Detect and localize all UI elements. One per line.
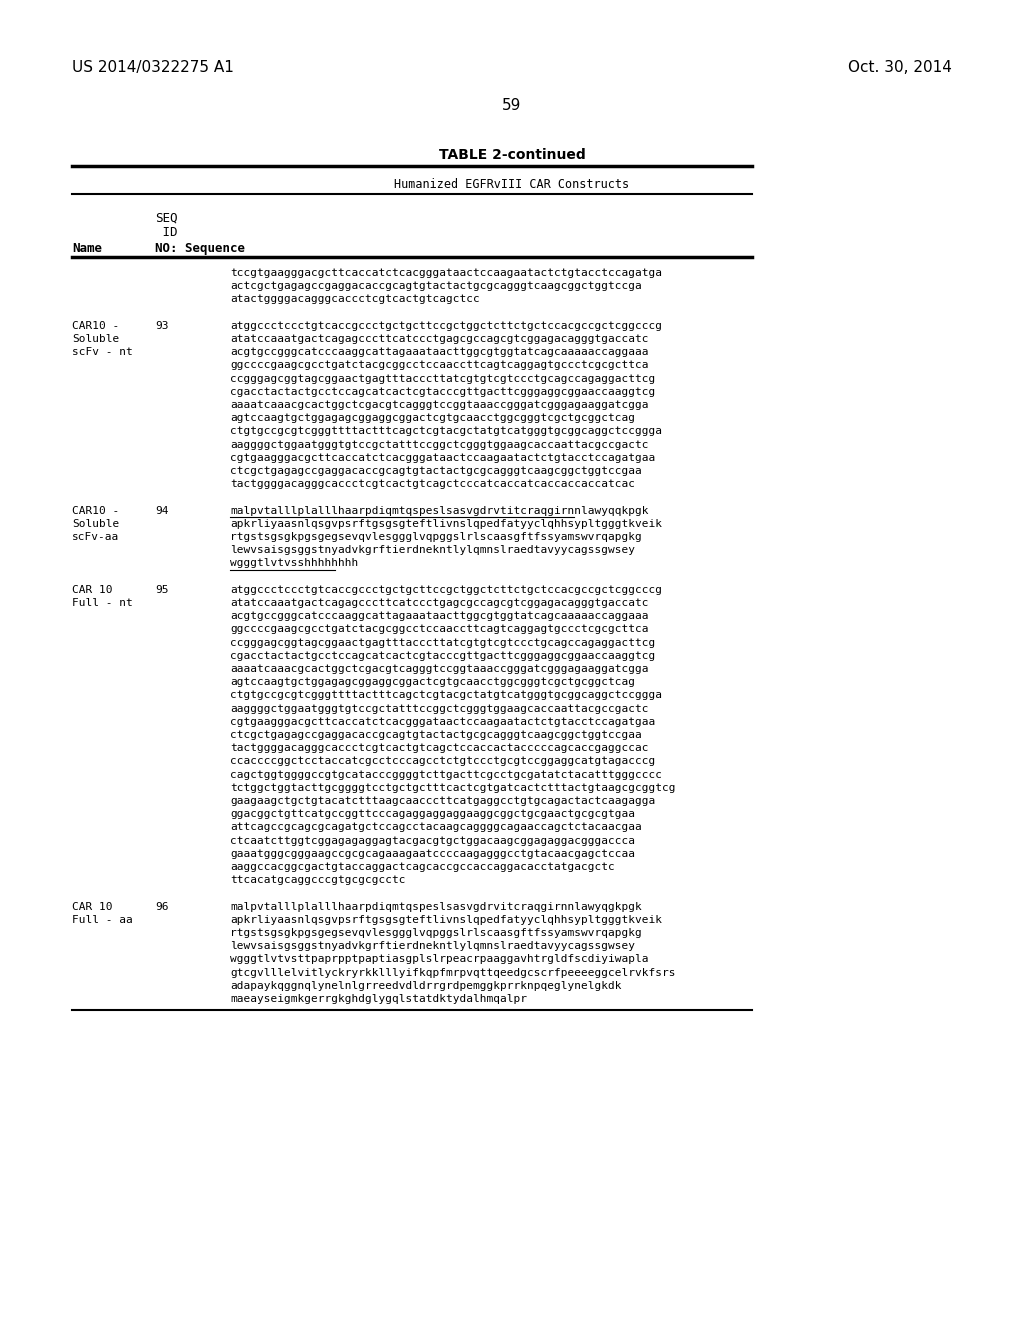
Text: Name: Name xyxy=(72,242,102,255)
Text: NO: Sequence: NO: Sequence xyxy=(155,242,245,255)
Text: CAR10 -: CAR10 - xyxy=(72,506,119,516)
Text: attcagccgcagcgcagatgctccagcctacaagcaggggcagaaccagctctacaacgaa: attcagccgcagcgcagatgctccagcctacaagcagggg… xyxy=(230,822,642,833)
Text: wgggtlvtvsshhhhhhhh: wgggtlvtvsshhhhhhhh xyxy=(230,558,358,569)
Text: aaaatcaaacgcactggctcgacgtcagggtccggtaaaccgggatcgggagaaggatcgga: aaaatcaaacgcactggctcgacgtcagggtccggtaaac… xyxy=(230,664,648,675)
Text: ctcgctgagagccgaggacaccgcagtgtactactgcgcagggtcaagcggctggtccgaa: ctcgctgagagccgaggacaccgcagtgtactactgcgca… xyxy=(230,466,642,477)
Text: ID: ID xyxy=(155,226,177,239)
Text: wgggtlvtvsttpaprpptpaptiasgplslrpeacrpaaggavhtrgldfscdiyiwapla: wgggtlvtvsttpaprpptpaptiasgplslrpeacrpaa… xyxy=(230,954,648,965)
Text: aaaatcaaacgcactggctcgacgtcagggtccggtaaaccgggatcgggagaaggatcgga: aaaatcaaacgcactggctcgacgtcagggtccggtaaac… xyxy=(230,400,648,411)
Text: tctggctggtacttgcggggtcctgctgctttcactcgtgatcactctttactgtaagcgcggtcg: tctggctggtacttgcggggtcctgctgctttcactcgtg… xyxy=(230,783,676,793)
Text: rtgstsgsgkpgsgegsevqvlesggglvqpggslrlscaasgftfssyamswvrqapgkg: rtgstsgsgkpgsgegsevqvlesggglvqpggslrlsca… xyxy=(230,928,642,939)
Text: actcgctgagagccgaggacaccgcagtgtactactgcgcagggtcaagcggctggtccga: actcgctgagagccgaggacaccgcagtgtactactgcgc… xyxy=(230,281,642,292)
Text: lewvsaisgsggstnyadvkgrftierdnekntlylqmnslraedtavyycagssgwsey: lewvsaisgsggstnyadvkgrftierdnekntlylqmns… xyxy=(230,545,635,556)
Text: aaggccacggcgactgtaccaggactcagcaccgccaccaggacacctatgacgctc: aaggccacggcgactgtaccaggactcagcaccgccacca… xyxy=(230,862,614,873)
Text: scFv - nt: scFv - nt xyxy=(72,347,133,358)
Text: ccaccccggctcctaccatcgcctcccagcctctgtccctgcgtccggaggcatgtagacccg: ccaccccggctcctaccatcgcctcccagcctctgtccct… xyxy=(230,756,655,767)
Text: atggccctccctgtcaccgccctgctgcttccgctggctcttctgctccacgccgctcggcccg: atggccctccctgtcaccgccctgctgcttccgctggctc… xyxy=(230,321,662,331)
Text: ctgtgccgcgtcgggttttactttcagctcgtacgctatgtcatgggtgcggcaggctccggga: ctgtgccgcgtcgggttttactttcagctcgtacgctatg… xyxy=(230,426,662,437)
Text: ttcacatgcaggcccgtgcgcgcctc: ttcacatgcaggcccgtgcgcgcctc xyxy=(230,875,406,886)
Text: 93: 93 xyxy=(155,321,169,331)
Text: rtgstsgsgkpgsgegsevqvlesggglvqpggslrlscaasgftfssyamswvrqapgkg: rtgstsgsgkpgsgegsevqvlesggglvqpggslrlsca… xyxy=(230,532,642,543)
Text: 95: 95 xyxy=(155,585,169,595)
Text: acgtgccgggcatcccaaggcattagaaataacttggcgtggtatcagcaaaaaccaggaaa: acgtgccgggcatcccaaggcattagaaataacttggcgt… xyxy=(230,347,648,358)
Text: 96: 96 xyxy=(155,902,169,912)
Text: aaggggctggaatgggtgtccgctatttccggctcgggtggaagcaccaattacgccgactc: aaggggctggaatgggtgtccgctatttccggctcgggtg… xyxy=(230,440,648,450)
Text: ggacggctgttcatgccggttcccagaggaggaggaaggcggctgcgaactgcgcgtgaa: ggacggctgttcatgccggttcccagaggaggaggaaggc… xyxy=(230,809,635,820)
Text: SEQ: SEQ xyxy=(155,213,177,224)
Text: malpvtalllplalllhaarpdiqmtqspeslsasvgdrvitcraqgirnnlawyqgkpgk: malpvtalllplalllhaarpdiqmtqspeslsasvgdrv… xyxy=(230,902,642,912)
Text: Full - nt: Full - nt xyxy=(72,598,133,609)
Text: tccgtgaagggacgcttcaccatctcacgggataactccaagaatactctgtacctccagatga: tccgtgaagggacgcttcaccatctcacgggataactcca… xyxy=(230,268,662,279)
Text: agtccaagtgctggagagcggaggcggactcgtgcaacctggcgggtcgctgcggctcag: agtccaagtgctggagagcggaggcggactcgtgcaacct… xyxy=(230,677,635,688)
Text: Soluble: Soluble xyxy=(72,519,119,529)
Text: ggccccgaagcgcctgatctacgcggcctccaaccttcagtcaggagtgccctcgcgcttca: ggccccgaagcgcctgatctacgcggcctccaaccttcag… xyxy=(230,624,648,635)
Text: lewvsaisgsggstnyadvkgrftierdnekntlylqmnslraedtavyycagssgwsey: lewvsaisgsggstnyadvkgrftierdnekntlylqmns… xyxy=(230,941,635,952)
Text: cgacctactactgcctccagcatcactcgtacccgttgacttcgggaggcggaaccaaggtcg: cgacctactactgcctccagcatcactcgtacccgttgac… xyxy=(230,387,655,397)
Text: ctcgctgagagccgaggacaccgcagtgtactactgcgcagggtcaagcggctggtccgaa: ctcgctgagagccgaggacaccgcagtgtactactgcgca… xyxy=(230,730,642,741)
Text: maeayseigmkgerrgkghdglygqlstatdktydalhmqalpr: maeayseigmkgerrgkghdglygqlstatdktydalhmq… xyxy=(230,994,527,1005)
Text: atatccaaatgactcagagcccttcatccctgagcgccagcgtcggagacagggtgaccatc: atatccaaatgactcagagcccttcatccctgagcgccag… xyxy=(230,334,648,345)
Text: agtccaagtgctggagagcggaggcggactcgtgcaacctggcgggtcgctgcggctcag: agtccaagtgctggagagcggaggcggactcgtgcaacct… xyxy=(230,413,635,424)
Text: CAR 10: CAR 10 xyxy=(72,902,113,912)
Text: cgacctactactgcctccagcatcactcgtacccgttgacttcgggaggcggaaccaaggtcg: cgacctactactgcctccagcatcactcgtacccgttgac… xyxy=(230,651,655,661)
Text: cgtgaagggacgcttcaccatctcacgggataactccaagaatactctgtacctccagatgaa: cgtgaagggacgcttcaccatctcacgggataactccaag… xyxy=(230,717,655,727)
Text: ggccccgaagcgcctgatctacgcggcctccaaccttcagtcaggagtgccctcgcgcttca: ggccccgaagcgcctgatctacgcggcctccaaccttcag… xyxy=(230,360,648,371)
Text: apkrliyaasnlqsgvpsrftgsgsgteftlivnslqpedfatyyclqhhsypltgggtkveik: apkrliyaasnlqsgvpsrftgsgsgteftlivnslqped… xyxy=(230,519,662,529)
Text: gtcgvlllelvitlyckryrkklllyifkqpfmrpvqttqeedgcscrfpeeeeggcelrvkfsrs: gtcgvlllelvitlyckryrkklllyifkqpfmrpvqttq… xyxy=(230,968,676,978)
Text: gaaatgggcgggaagccgcgcagaaagaatccccaagagggcctgtacaacgagctccaa: gaaatgggcgggaagccgcgcagaaagaatccccaagagg… xyxy=(230,849,635,859)
Text: apkrliyaasnlqsgvpsrftgsgsgteftlivnslqpedfatyyclqhhsypltgggtkveik: apkrliyaasnlqsgvpsrftgsgsgteftlivnslqped… xyxy=(230,915,662,925)
Text: scFv-aa: scFv-aa xyxy=(72,532,119,543)
Text: cagctggtggggccgtgcatacccggggtcttgacttcgcctgcgatatctacatttgggcccc: cagctggtggggccgtgcatacccggggtcttgacttcgc… xyxy=(230,770,662,780)
Text: acgtgccgggcatcccaaggcattagaaataacttggcgtggtatcagcaaaaaccaggaaa: acgtgccgggcatcccaaggcattagaaataacttggcgt… xyxy=(230,611,648,622)
Text: Soluble: Soluble xyxy=(72,334,119,345)
Text: tactggggacagggcaccctcgtcactgtcagctcccatcaccatcaccaccaccatcac: tactggggacagggcaccctcgtcactgtcagctcccatc… xyxy=(230,479,635,490)
Text: ctgtgccgcgtcgggttttactttcagctcgtacgctatgtcatgggtgcggcaggctccggga: ctgtgccgcgtcgggttttactttcagctcgtacgctatg… xyxy=(230,690,662,701)
Text: atatccaaatgactcagagcccttcatccctgagcgccagcgtcggagacagggtgaccatc: atatccaaatgactcagagcccttcatccctgagcgccag… xyxy=(230,598,648,609)
Text: CAR 10: CAR 10 xyxy=(72,585,113,595)
Text: US 2014/0322275 A1: US 2014/0322275 A1 xyxy=(72,59,233,75)
Text: adapaykqggnqlynelnlgrreedvdldrrgrdpemggkprrknpqeglynelgkdk: adapaykqggnqlynelnlgrreedvdldrrgrdpemggk… xyxy=(230,981,622,991)
Text: 94: 94 xyxy=(155,506,169,516)
Text: malpvtalllplalllhaarpdiqmtqspeslsasvgdrvtitcraqgirnnlawyqqkpgk: malpvtalllplalllhaarpdiqmtqspeslsasvgdrv… xyxy=(230,506,648,516)
Text: TABLE 2-continued: TABLE 2-continued xyxy=(438,148,586,162)
Text: 59: 59 xyxy=(503,98,521,114)
Text: ctcaatcttggtcggagagaggagtacgacgtgctggacaagcggagaggacgggaccca: ctcaatcttggtcggagagaggagtacgacgtgctggaca… xyxy=(230,836,635,846)
Text: Oct. 30, 2014: Oct. 30, 2014 xyxy=(848,59,952,75)
Text: cgtgaagggacgcttcaccatctcacgggataactccaagaatactctgtacctccagatgaa: cgtgaagggacgcttcaccatctcacgggataactccaag… xyxy=(230,453,655,463)
Text: atactggggacagggcaccctcgtcactgtcagctcc: atactggggacagggcaccctcgtcactgtcagctcc xyxy=(230,294,480,305)
Text: Full - aa: Full - aa xyxy=(72,915,133,925)
Text: ccgggagcggtagcggaactgagtttacccttatcgtgtcgtccctgcagccagaggacttcg: ccgggagcggtagcggaactgagtttacccttatcgtgtc… xyxy=(230,638,655,648)
Text: tactggggacagggcaccctcgtcactgtcagctccaccactacccccagcaccgaggccac: tactggggacagggcaccctcgtcactgtcagctccacca… xyxy=(230,743,648,754)
Text: gaagaagctgctgtacatctttaagcaacccttcatgaggcctgtgcagactactcaagagga: gaagaagctgctgtacatctttaagcaacccttcatgagg… xyxy=(230,796,655,807)
Text: Humanized EGFRvIII CAR Constructs: Humanized EGFRvIII CAR Constructs xyxy=(394,178,630,191)
Text: CAR10 -: CAR10 - xyxy=(72,321,119,331)
Text: ccgggagcggtagcggaactgagtttacccttatcgtgtcgtccctgcagccagaggacttcg: ccgggagcggtagcggaactgagtttacccttatcgtgtc… xyxy=(230,374,655,384)
Text: atggccctccctgtcaccgccctgctgcttccgctggctcttctgctccacgccgctcggcccg: atggccctccctgtcaccgccctgctgcttccgctggctc… xyxy=(230,585,662,595)
Text: aaggggctggaatgggtgtccgctatttccggctcgggtggaagcaccaattacgccgactc: aaggggctggaatgggtgtccgctatttccggctcgggtg… xyxy=(230,704,648,714)
